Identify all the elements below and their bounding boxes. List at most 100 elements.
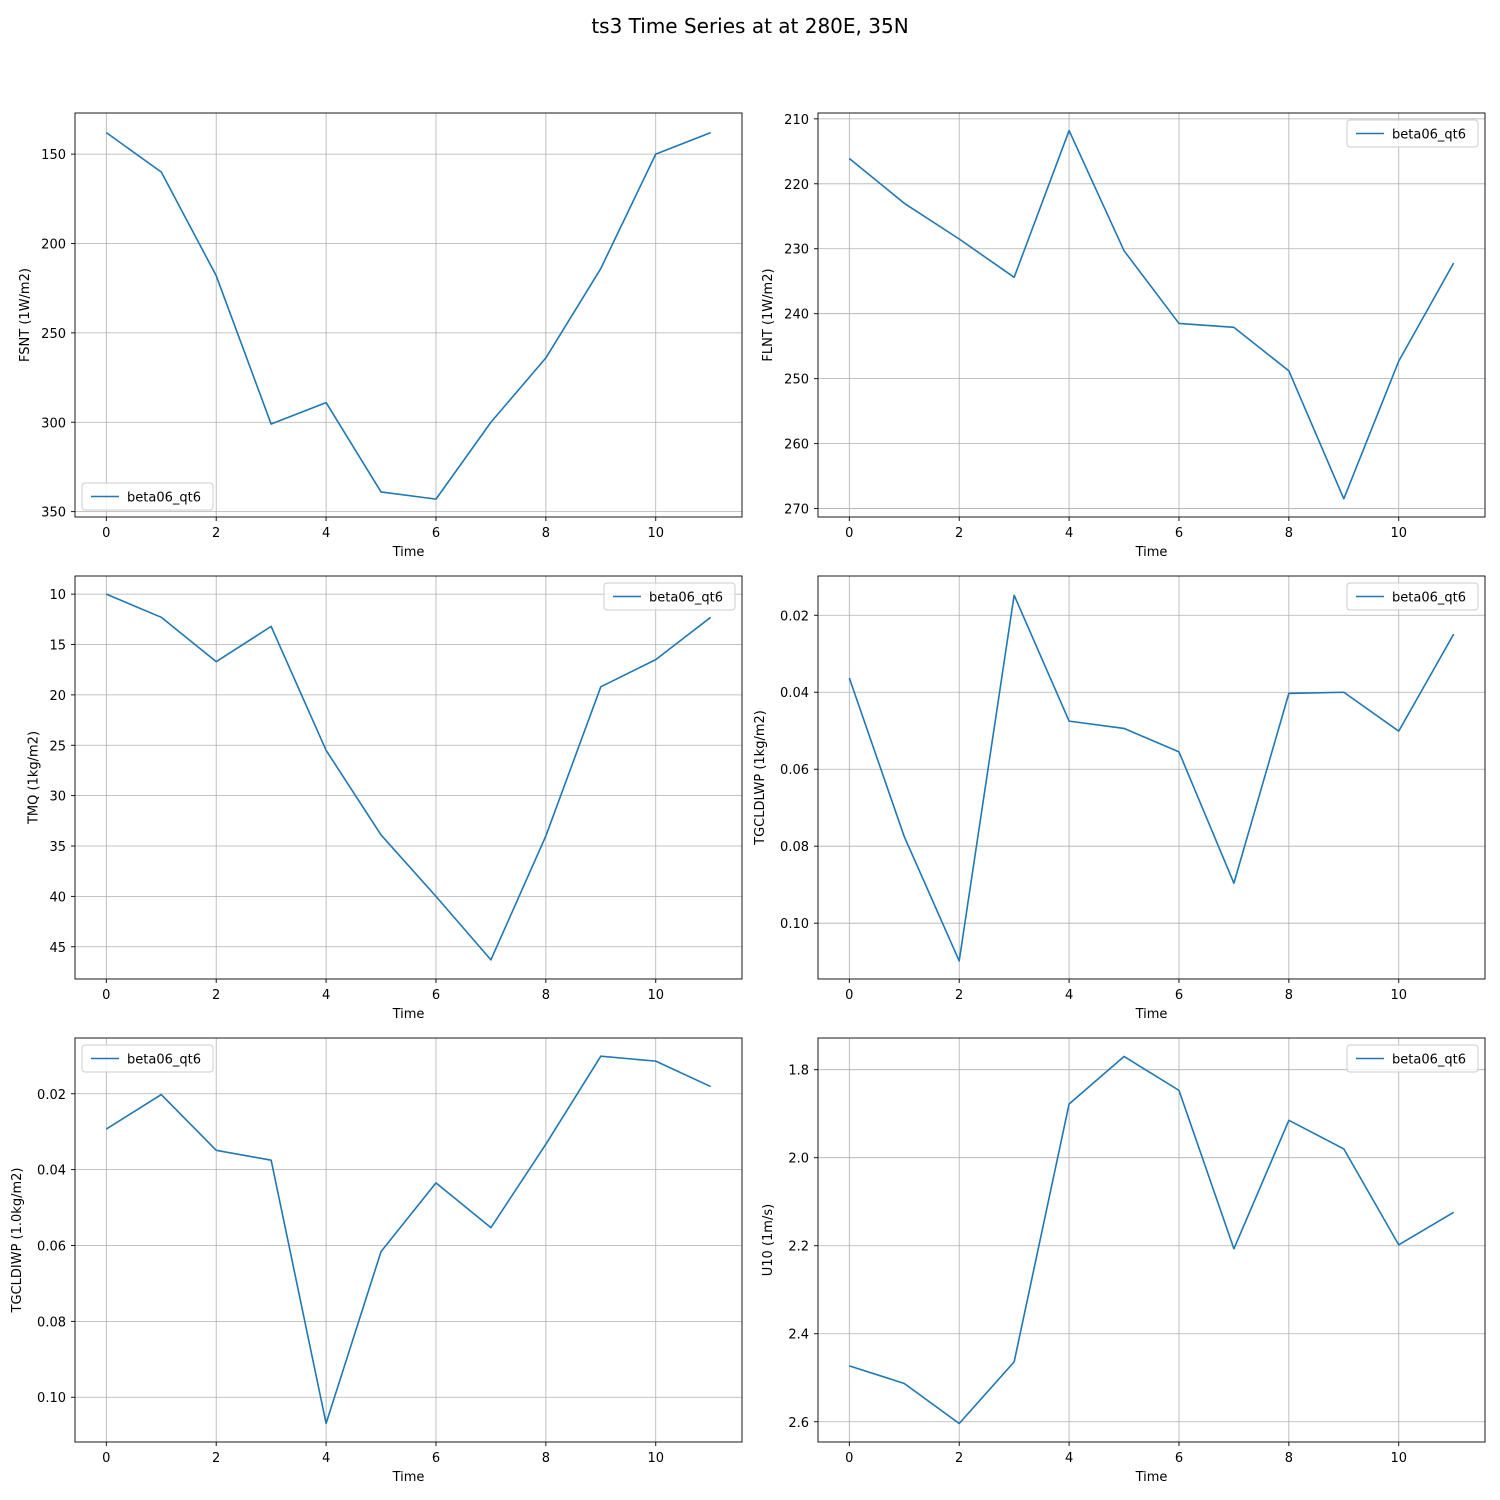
y-tick-label: 10 bbox=[49, 588, 66, 603]
axes-frame bbox=[817, 112, 1486, 518]
y-tick-label: 260 bbox=[784, 438, 809, 453]
x-tick-label: 0 bbox=[102, 1451, 110, 1466]
x-tick-label: 4 bbox=[322, 526, 330, 541]
y-axis-label: TGCLDIWP (1.0kg/m2) bbox=[10, 1168, 25, 1314]
y-tick-label: 1.8 bbox=[788, 1064, 809, 1079]
y-axis-label: TMQ (1kg/m2) bbox=[26, 731, 41, 825]
x-tick-label: 10 bbox=[647, 526, 664, 541]
x-tick-label: 8 bbox=[1285, 1451, 1293, 1466]
axes-frame bbox=[74, 575, 743, 980]
y-tick-label: 0.10 bbox=[37, 1391, 66, 1406]
x-tick-label: 2 bbox=[212, 1451, 220, 1466]
legend-box bbox=[81, 1044, 214, 1073]
x-tick-label: 0 bbox=[102, 988, 110, 1003]
y-tick-label: 2.4 bbox=[788, 1328, 809, 1343]
x-tick-label: 6 bbox=[432, 1451, 440, 1466]
series-line bbox=[105, 1055, 712, 1425]
x-tick-label: 8 bbox=[542, 1451, 550, 1466]
x-tick-label: 10 bbox=[647, 988, 664, 1003]
x-axis-label: Time bbox=[392, 1470, 425, 1485]
x-tick-label: 6 bbox=[432, 526, 440, 541]
x-tick-label: 4 bbox=[1065, 988, 1073, 1003]
x-axis-label: Time bbox=[1135, 1007, 1168, 1022]
subplot-4: 0 2 4 6 8 10 0.02 0.04 0.06 0.08 0.10 Time TGCLDLWP … bbox=[753, 575, 1486, 1022]
x-tick-label: 0 bbox=[102, 526, 110, 541]
x-tick-label: 6 bbox=[1175, 1451, 1183, 1466]
y-tick-label: 0.02 bbox=[37, 1088, 66, 1103]
legend: beta06_qt6 bbox=[1346, 1044, 1479, 1073]
y-tick-label: 250 bbox=[41, 327, 66, 342]
x-tick-label: 4 bbox=[322, 1451, 330, 1466]
x-tick-label: 10 bbox=[1390, 988, 1407, 1003]
y-tick-label: 0.06 bbox=[37, 1240, 66, 1255]
y-tick-label: 250 bbox=[784, 373, 809, 388]
x-tick-label: 6 bbox=[432, 988, 440, 1003]
x-tick-label: 4 bbox=[322, 988, 330, 1003]
y-tick-label: 0.06 bbox=[780, 763, 809, 778]
x-tick-label: 2 bbox=[212, 988, 220, 1003]
x-tick-label: 10 bbox=[647, 1451, 664, 1466]
y-tick-label: 240 bbox=[784, 308, 809, 323]
x-tick-label: 8 bbox=[542, 526, 550, 541]
y-tick-label: 0.04 bbox=[780, 686, 809, 701]
y-tick-label: 270 bbox=[784, 503, 809, 518]
legend: beta06_qt6 bbox=[1346, 582, 1479, 611]
x-tick-label: 8 bbox=[542, 988, 550, 1003]
y-tick-label: 15 bbox=[49, 639, 66, 654]
y-tick-label: 20 bbox=[49, 689, 66, 704]
series-line bbox=[106, 593, 712, 961]
y-tick-label: 0.08 bbox=[37, 1315, 66, 1330]
axes-frame bbox=[817, 1037, 1486, 1443]
y-tick-label: 45 bbox=[49, 941, 66, 956]
y-tick-label: 30 bbox=[49, 790, 66, 805]
x-tick-label: 2 bbox=[955, 988, 963, 1003]
x-tick-label: 2 bbox=[212, 526, 220, 541]
series-line bbox=[848, 129, 1455, 500]
y-tick-label: 35 bbox=[49, 840, 66, 855]
legend-box bbox=[81, 482, 214, 511]
figure-title: ts3 Time Series at at 280E, 35N bbox=[591, 14, 909, 38]
y-tick-label: 0.02 bbox=[780, 609, 809, 624]
subplot-3: 0 2 4 6 8 10 10 15 20 25 30 35 40 45 Time TMQ (1kg/m2) b… bbox=[26, 575, 743, 1022]
x-tick-label: 2 bbox=[955, 1451, 963, 1466]
x-tick-label: 8 bbox=[1285, 526, 1293, 541]
x-tick-label: 6 bbox=[1175, 526, 1183, 541]
legend: beta06_qt6 bbox=[603, 582, 736, 611]
legend-label: beta06_qt6 bbox=[649, 591, 723, 606]
x-tick-label: 0 bbox=[845, 1451, 853, 1466]
y-tick-label: 2.6 bbox=[788, 1416, 809, 1431]
y-tick-label: 0.08 bbox=[780, 840, 809, 855]
y-tick-label: 300 bbox=[41, 416, 66, 431]
legend-label: beta06_qt6 bbox=[1392, 128, 1466, 143]
x-tick-label: 4 bbox=[1065, 1451, 1073, 1466]
legend-label: beta06_qt6 bbox=[127, 1053, 201, 1068]
x-tick-label: 0 bbox=[845, 988, 853, 1003]
series-line bbox=[849, 1055, 1455, 1425]
legend-label: beta06_qt6 bbox=[1392, 591, 1466, 606]
y-tick-label: 0.04 bbox=[37, 1164, 66, 1179]
subplot-6: 0 2 4 6 8 10 1.8 2.0 2.2 2.4 2.6 Time U10 (1m/s) beta… bbox=[761, 1037, 1486, 1485]
x-tick-label: 4 bbox=[1065, 526, 1073, 541]
legend-label: beta06_qt6 bbox=[1392, 1053, 1466, 1068]
axes-frame bbox=[74, 1037, 743, 1443]
x-tick-label: 8 bbox=[1285, 988, 1293, 1003]
series-line bbox=[848, 594, 1455, 962]
legend-box bbox=[1346, 582, 1479, 611]
y-axis-label: FLNT (1W/m2) bbox=[761, 268, 776, 361]
y-tick-label: 220 bbox=[784, 178, 809, 193]
y-tick-label: 2.0 bbox=[788, 1152, 809, 1167]
y-tick-label: 40 bbox=[49, 890, 66, 905]
x-tick-label: 0 bbox=[845, 526, 853, 541]
y-tick-label: 350 bbox=[41, 506, 66, 521]
x-tick-label: 6 bbox=[1175, 988, 1183, 1003]
y-tick-label: 25 bbox=[49, 739, 66, 754]
legend: beta06_qt6 bbox=[1346, 119, 1479, 148]
legend-box bbox=[1346, 1044, 1479, 1073]
y-axis-label: U10 (1m/s) bbox=[761, 1204, 776, 1276]
series-line bbox=[105, 131, 711, 500]
y-tick-label: 150 bbox=[41, 148, 66, 163]
x-tick-label: 10 bbox=[1390, 1451, 1407, 1466]
y-axis-label: TGCLDLWP (1kg/m2) bbox=[753, 710, 768, 846]
legend-label: beta06_qt6 bbox=[127, 491, 201, 506]
